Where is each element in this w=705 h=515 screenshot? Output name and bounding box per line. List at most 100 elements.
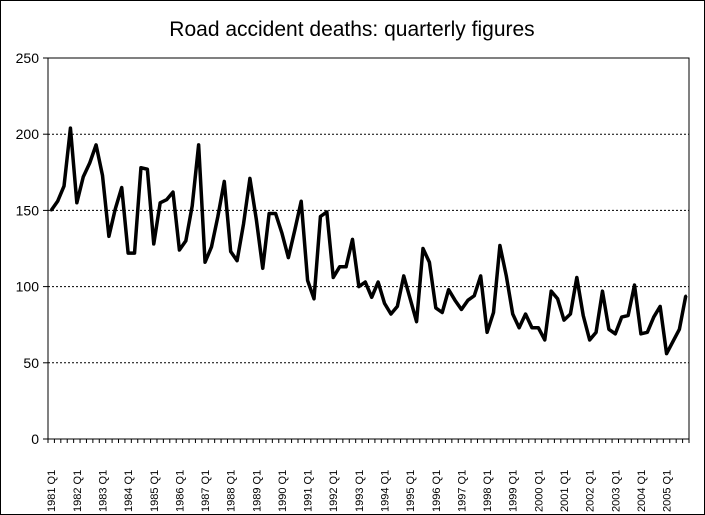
data-point bbox=[75, 201, 79, 204]
data-point bbox=[248, 177, 252, 180]
data-point bbox=[210, 245, 213, 249]
y-tick-label: 50 bbox=[23, 355, 39, 371]
data-point bbox=[62, 184, 66, 188]
data-point bbox=[479, 274, 482, 278]
data-point bbox=[582, 314, 585, 317]
data-point bbox=[524, 312, 527, 316]
data-point bbox=[242, 222, 245, 226]
x-tick-label: 1998 Q1 bbox=[482, 470, 494, 512]
data-point bbox=[678, 328, 681, 331]
data-point bbox=[344, 265, 348, 268]
x-tick-label: 1997 Q1 bbox=[456, 470, 468, 512]
data-point bbox=[684, 294, 687, 297]
data-point bbox=[332, 276, 335, 279]
data-point bbox=[280, 232, 284, 235]
data-point bbox=[351, 238, 354, 241]
data-point bbox=[88, 161, 91, 165]
data-point bbox=[646, 331, 649, 334]
x-tick-label: 1988 Q1 bbox=[226, 470, 238, 512]
x-tick-label: 1984 Q1 bbox=[123, 470, 135, 512]
y-tick-label: 200 bbox=[16, 126, 40, 142]
data-point bbox=[152, 242, 155, 246]
data-point bbox=[178, 248, 181, 252]
data-point bbox=[453, 299, 457, 302]
data-point bbox=[287, 256, 290, 259]
data-point bbox=[133, 251, 136, 255]
data-point bbox=[562, 318, 566, 322]
data-point bbox=[370, 296, 373, 299]
x-tick-label: 1987 Q1 bbox=[200, 470, 212, 512]
data-point bbox=[556, 297, 559, 300]
series-group bbox=[49, 126, 688, 356]
x-tick-label: 1999 Q1 bbox=[508, 470, 520, 512]
data-point bbox=[158, 201, 162, 204]
x-tick-label: 1990 Q1 bbox=[277, 470, 289, 512]
x-tick-label: 1982 Q1 bbox=[72, 470, 84, 512]
data-point bbox=[261, 267, 264, 270]
data-point bbox=[530, 326, 534, 329]
data-point bbox=[485, 331, 489, 334]
data-point bbox=[165, 198, 168, 201]
data-point bbox=[383, 302, 386, 305]
data-point bbox=[614, 332, 617, 336]
x-tick-label: 1994 Q1 bbox=[380, 470, 392, 512]
data-point bbox=[396, 305, 399, 308]
data-point bbox=[447, 288, 450, 291]
x-tick-label: 1986 Q1 bbox=[174, 470, 186, 512]
data-point bbox=[223, 180, 226, 183]
y-tick-label: 100 bbox=[16, 279, 40, 295]
data-point bbox=[191, 204, 194, 208]
x-tick-label: 2003 Q1 bbox=[610, 470, 622, 512]
data-point bbox=[376, 280, 380, 284]
data-point bbox=[56, 200, 59, 203]
data-point bbox=[601, 289, 604, 293]
data-point bbox=[626, 314, 630, 317]
data-point bbox=[588, 338, 591, 342]
data-point bbox=[652, 315, 655, 319]
data-point bbox=[607, 328, 611, 331]
data-point bbox=[402, 274, 405, 278]
data-point bbox=[293, 229, 296, 232]
data-point bbox=[415, 320, 418, 323]
chart-title: Road accident deaths: quarterly figures bbox=[169, 18, 534, 41]
x-tick-label: 2001 Q1 bbox=[559, 470, 571, 512]
x-tick-label: 1995 Q1 bbox=[405, 470, 417, 512]
x-tick-label: 1989 Q1 bbox=[251, 470, 263, 512]
data-point bbox=[338, 265, 341, 268]
data-point bbox=[82, 175, 85, 179]
x-tick-label: 1983 Q1 bbox=[97, 470, 109, 512]
x-tick-label: 2000 Q1 bbox=[533, 470, 545, 512]
data-point bbox=[665, 352, 668, 355]
data-point bbox=[319, 215, 322, 218]
data-point bbox=[69, 126, 72, 130]
data-point bbox=[306, 279, 309, 282]
data-point bbox=[267, 212, 271, 215]
series-line bbox=[49, 126, 688, 356]
data-point bbox=[505, 274, 508, 278]
data-point bbox=[235, 259, 239, 262]
data-point bbox=[203, 261, 207, 264]
y-tick-label: 0 bbox=[31, 431, 39, 447]
data-point bbox=[184, 239, 188, 243]
data-point bbox=[389, 312, 393, 316]
data-point bbox=[517, 326, 521, 329]
x-tick-label: 1992 Q1 bbox=[328, 470, 340, 512]
plot-area bbox=[47, 57, 690, 440]
data-point bbox=[594, 331, 598, 334]
y-axis: 0 50 100 150 200 250 bbox=[16, 50, 48, 447]
data-point bbox=[312, 297, 316, 300]
data-point bbox=[460, 308, 463, 311]
data-point bbox=[620, 315, 623, 319]
x-tick-label: 2004 Q1 bbox=[636, 470, 648, 512]
data-point bbox=[434, 306, 438, 310]
data-point bbox=[357, 285, 361, 288]
y-tick-label: 250 bbox=[16, 50, 40, 66]
data-point bbox=[492, 311, 495, 314]
data-point bbox=[216, 215, 220, 218]
y-tick-label: 150 bbox=[16, 202, 40, 218]
data-point bbox=[421, 247, 425, 250]
data-point bbox=[498, 244, 502, 247]
x-axis: 1981 Q1 1982 Q1 1983 Q1 1984 Q1 1985 Q1 1986 … bbox=[46, 439, 690, 512]
data-point bbox=[255, 218, 258, 221]
data-point bbox=[146, 168, 149, 171]
